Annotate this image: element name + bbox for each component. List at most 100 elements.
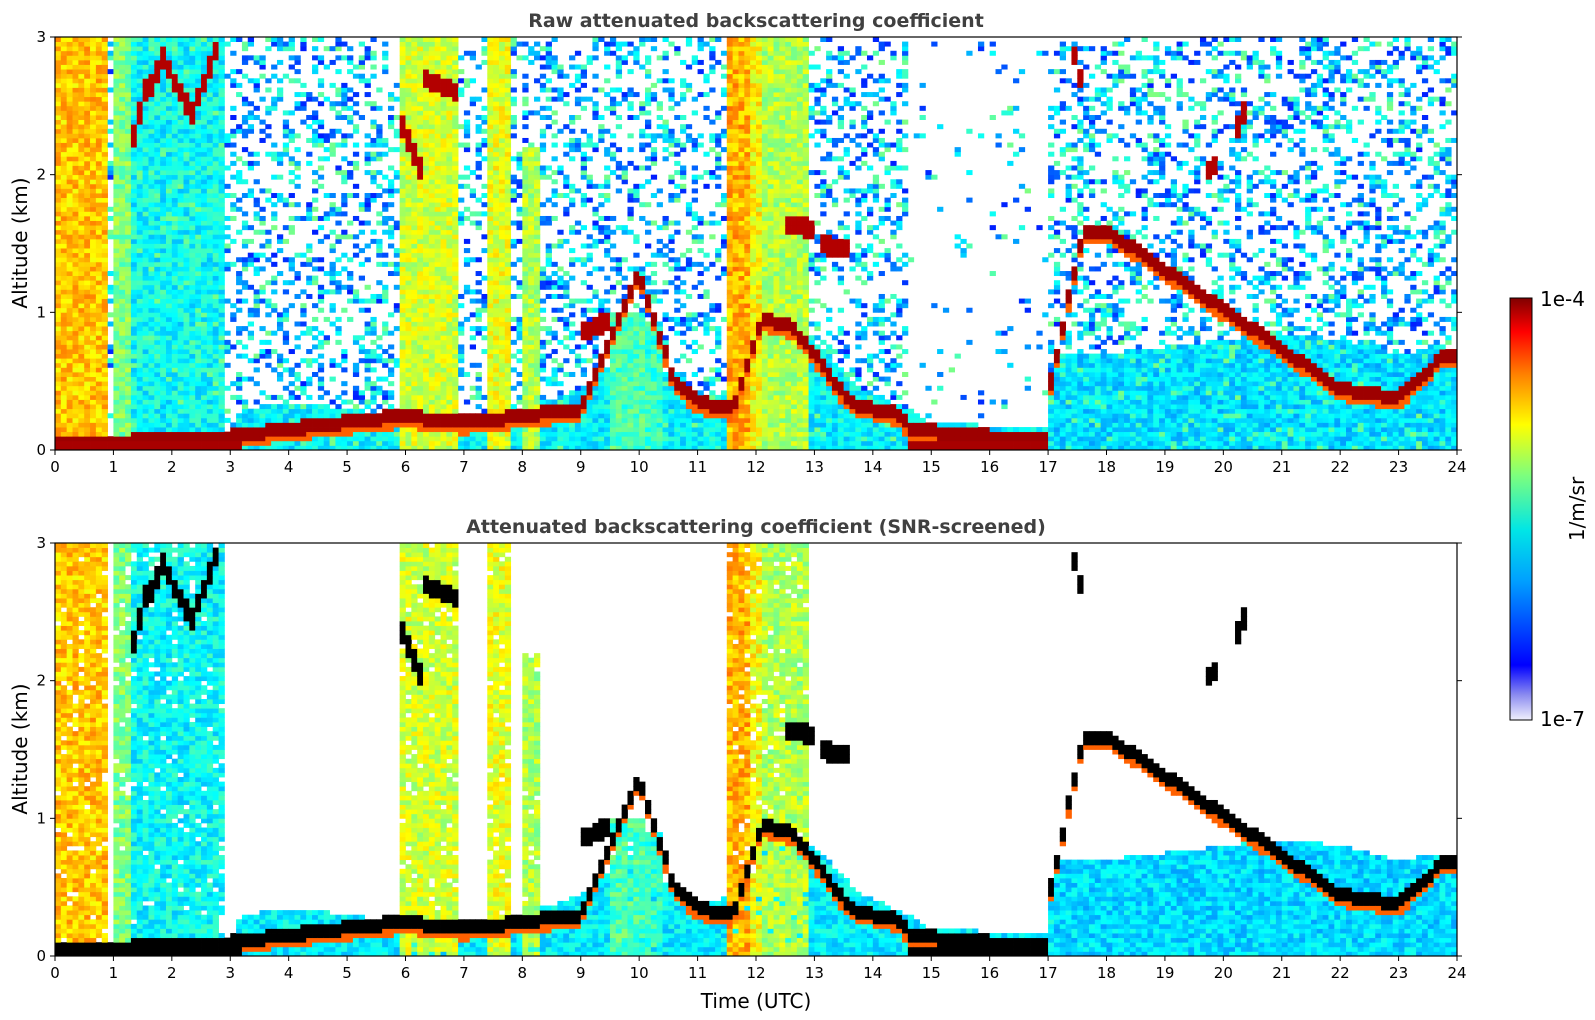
heatmap-cell	[487, 408, 494, 414]
heatmap-cell	[130, 316, 138, 322]
heatmap-cell	[119, 248, 126, 254]
heatmap-cell	[189, 339, 196, 345]
heatmap-cell	[60, 312, 68, 318]
heatmap-cell	[341, 92, 348, 98]
heatmap-cell	[300, 215, 307, 221]
heatmap-cell	[259, 339, 266, 345]
heatmap-cell	[160, 50, 167, 56]
heatmap-cell	[417, 261, 424, 267]
heatmap-cell	[423, 252, 430, 258]
heatmap-cell	[136, 261, 144, 267]
heatmap-cell	[417, 206, 424, 212]
heatmap-cell	[487, 422, 494, 428]
heatmap-cell	[206, 110, 214, 116]
heatmap-cell	[119, 261, 126, 267]
heatmap-cell	[55, 229, 62, 235]
heatmap-cell	[405, 92, 412, 98]
heatmap-cell	[142, 124, 149, 130]
heatmap-cell	[306, 376, 313, 382]
heatmap-cell	[84, 330, 91, 336]
heatmap-cell	[183, 275, 190, 281]
heatmap-cell	[55, 156, 62, 162]
heatmap-cell	[493, 298, 500, 304]
heatmap-cell	[130, 137, 138, 143]
heatmap-cell	[55, 174, 62, 180]
heatmap-cell	[212, 137, 219, 143]
heatmap-cell	[189, 248, 196, 254]
heatmap-cell	[411, 101, 418, 107]
heatmap-cell	[101, 197, 108, 203]
heatmap-cell	[78, 394, 85, 400]
heatmap-cell	[206, 371, 214, 377]
heatmap-cell	[446, 188, 453, 194]
heatmap-cell	[341, 358, 348, 364]
heatmap-cell	[90, 362, 97, 368]
heatmap-cell	[347, 234, 354, 240]
heatmap-cell	[119, 303, 126, 309]
heatmap-cell	[189, 243, 196, 249]
heatmap-cell	[411, 215, 418, 221]
heatmap-cell	[230, 133, 237, 139]
heatmap-cell	[411, 156, 418, 162]
heatmap-cell	[130, 330, 138, 336]
heatmap-cell	[428, 243, 436, 249]
heatmap-cell	[212, 59, 219, 65]
heatmap-cell	[72, 326, 79, 332]
heatmap-cell	[125, 211, 132, 217]
heatmap-cell	[136, 133, 144, 139]
heatmap-cell	[323, 96, 330, 102]
heatmap-cell	[259, 349, 266, 355]
heatmap-cell	[387, 431, 395, 437]
heatmap-cell	[101, 73, 108, 79]
heatmap-cell	[358, 358, 366, 364]
heatmap-cell	[183, 215, 190, 221]
heatmap-cell	[177, 69, 184, 75]
heatmap-cell	[463, 445, 471, 451]
heatmap-cell	[189, 96, 196, 102]
heatmap-cell	[487, 381, 494, 387]
heatmap-cell	[440, 225, 447, 231]
heatmap-cell	[165, 404, 173, 410]
raw-backscatter-heatmap	[55, 37, 1458, 451]
heatmap-cell	[136, 321, 144, 327]
heatmap-cell	[66, 202, 73, 208]
heatmap-cell	[95, 316, 103, 322]
heatmap-cell	[95, 197, 103, 203]
heatmap-cell	[177, 41, 184, 47]
heatmap-cell	[101, 436, 108, 442]
heatmap-cell	[446, 133, 453, 139]
heatmap-cell	[440, 174, 447, 180]
heatmap-cell	[440, 440, 447, 446]
heatmap-cell	[417, 69, 424, 75]
heatmap-cell	[60, 193, 68, 199]
heatmap-cell	[218, 101, 225, 107]
heatmap-cell	[113, 41, 120, 47]
heatmap-cell	[66, 367, 73, 373]
heatmap-cell	[206, 289, 214, 295]
heatmap-cell	[224, 142, 231, 148]
heatmap-cell	[399, 390, 406, 396]
heatmap-cell	[171, 41, 179, 47]
heatmap-cell	[60, 59, 68, 65]
heatmap-cell	[160, 160, 167, 166]
heatmap-cell	[95, 165, 103, 171]
heatmap-cell	[183, 151, 190, 157]
heatmap-cell	[142, 417, 149, 423]
heatmap-cell	[72, 344, 79, 350]
heatmap-cell	[154, 326, 161, 332]
heatmap-cell	[84, 174, 91, 180]
heatmap-cell	[236, 413, 243, 419]
heatmap-cell	[78, 124, 85, 130]
heatmap-cell	[405, 284, 412, 290]
heatmap-cell	[428, 307, 436, 313]
heatmap-cell	[60, 321, 68, 327]
heatmap-cell	[154, 394, 161, 400]
heatmap-cell	[60, 335, 68, 341]
heatmap-cell	[201, 142, 208, 148]
heatmap-cell	[171, 298, 179, 304]
heatmap-cell	[55, 367, 62, 373]
heatmap-cell	[72, 248, 79, 254]
heatmap-cell	[119, 321, 126, 327]
heatmap-cell	[201, 183, 208, 189]
heatmap-cell	[195, 142, 202, 148]
